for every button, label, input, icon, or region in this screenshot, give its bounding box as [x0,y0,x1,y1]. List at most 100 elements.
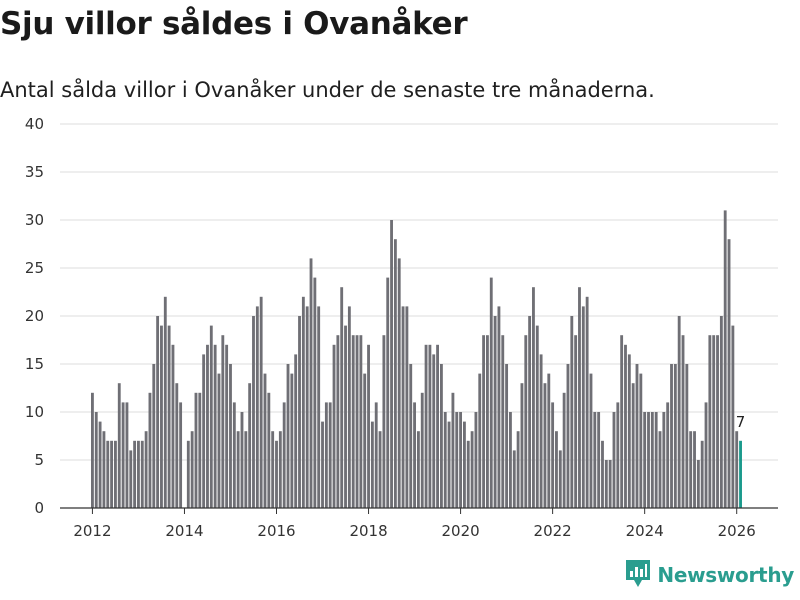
bar [213,344,217,508]
bar [539,354,543,508]
bar [585,296,589,508]
y-tick-label: 5 [34,451,44,469]
bar [121,402,125,508]
bar [424,344,428,508]
y-axis-ticks: 0 5 10 15 20 25 30 35 40 [25,115,44,517]
bar [470,431,474,508]
brand-name: Newsworthy [657,563,794,587]
bar [647,412,650,508]
bar [432,354,436,508]
bar [420,392,424,508]
bar [374,402,378,508]
bar [160,325,163,508]
bar [608,460,612,508]
bar [478,373,482,508]
bar [240,412,244,508]
latest-value-label: 7 [736,413,746,431]
bar [505,364,509,508]
bar [370,421,374,508]
bar [677,316,681,508]
bar [662,412,666,508]
bar [489,277,493,508]
chart-subtitle: Antal sålda villor i Ovanåker under de s… [0,78,655,102]
bar [708,335,712,508]
bar [555,431,558,508]
bar [666,402,670,508]
bar [282,402,286,508]
bar [712,335,716,508]
bar [624,344,627,508]
bar [152,364,156,508]
bar [317,306,321,508]
bar [263,373,267,508]
bar [328,402,332,508]
bar [198,392,202,508]
bar [244,431,248,508]
bar [723,210,727,508]
bar [363,373,367,508]
bar [455,412,459,508]
bar [225,344,229,508]
bar [416,431,420,508]
bar [654,412,658,508]
bar [324,402,328,508]
bar [232,402,236,508]
bar [378,431,382,508]
bar [140,440,144,508]
bar [217,373,221,508]
bar [405,306,409,508]
bar [313,277,317,508]
bar [493,316,497,508]
bar [650,412,654,508]
bar [321,421,324,508]
bar [98,421,102,508]
bar [693,431,696,508]
bar [290,373,294,508]
bar [627,354,631,508]
bar [685,364,689,508]
brand-logo: Newsworthy [625,558,794,592]
bar [428,344,432,508]
bar [91,392,94,508]
bar [520,383,524,508]
bar [163,296,167,508]
bar [125,402,129,508]
bar [516,431,520,508]
bar [229,364,232,508]
bar [359,335,363,508]
bar [696,460,700,508]
bar [413,402,416,508]
y-tick-label: 0 [34,499,44,517]
bar [443,412,447,508]
bar [294,354,298,508]
x-tick-label: 2014 [165,522,203,540]
bar [286,364,290,508]
bar [512,450,516,508]
bar [509,412,512,508]
bar [133,440,137,508]
bar [558,450,562,508]
bar [459,412,463,508]
bars [91,210,742,508]
bar [401,306,405,508]
y-tick-label: 25 [25,259,44,277]
bar [275,440,278,508]
bar [340,287,344,508]
bar [190,431,194,508]
bar [102,431,106,508]
bar [171,344,175,508]
bar [117,383,121,508]
bar [248,383,252,508]
x-tick-label: 2026 [718,522,756,540]
bar [532,287,535,508]
bar [351,335,355,508]
bar [670,364,673,508]
y-tick-label: 20 [25,307,44,325]
bar [562,392,566,508]
bar [574,335,578,508]
bar [689,431,693,508]
bar [167,325,171,508]
bar [409,364,413,508]
bar [589,373,593,508]
bar [570,316,574,508]
